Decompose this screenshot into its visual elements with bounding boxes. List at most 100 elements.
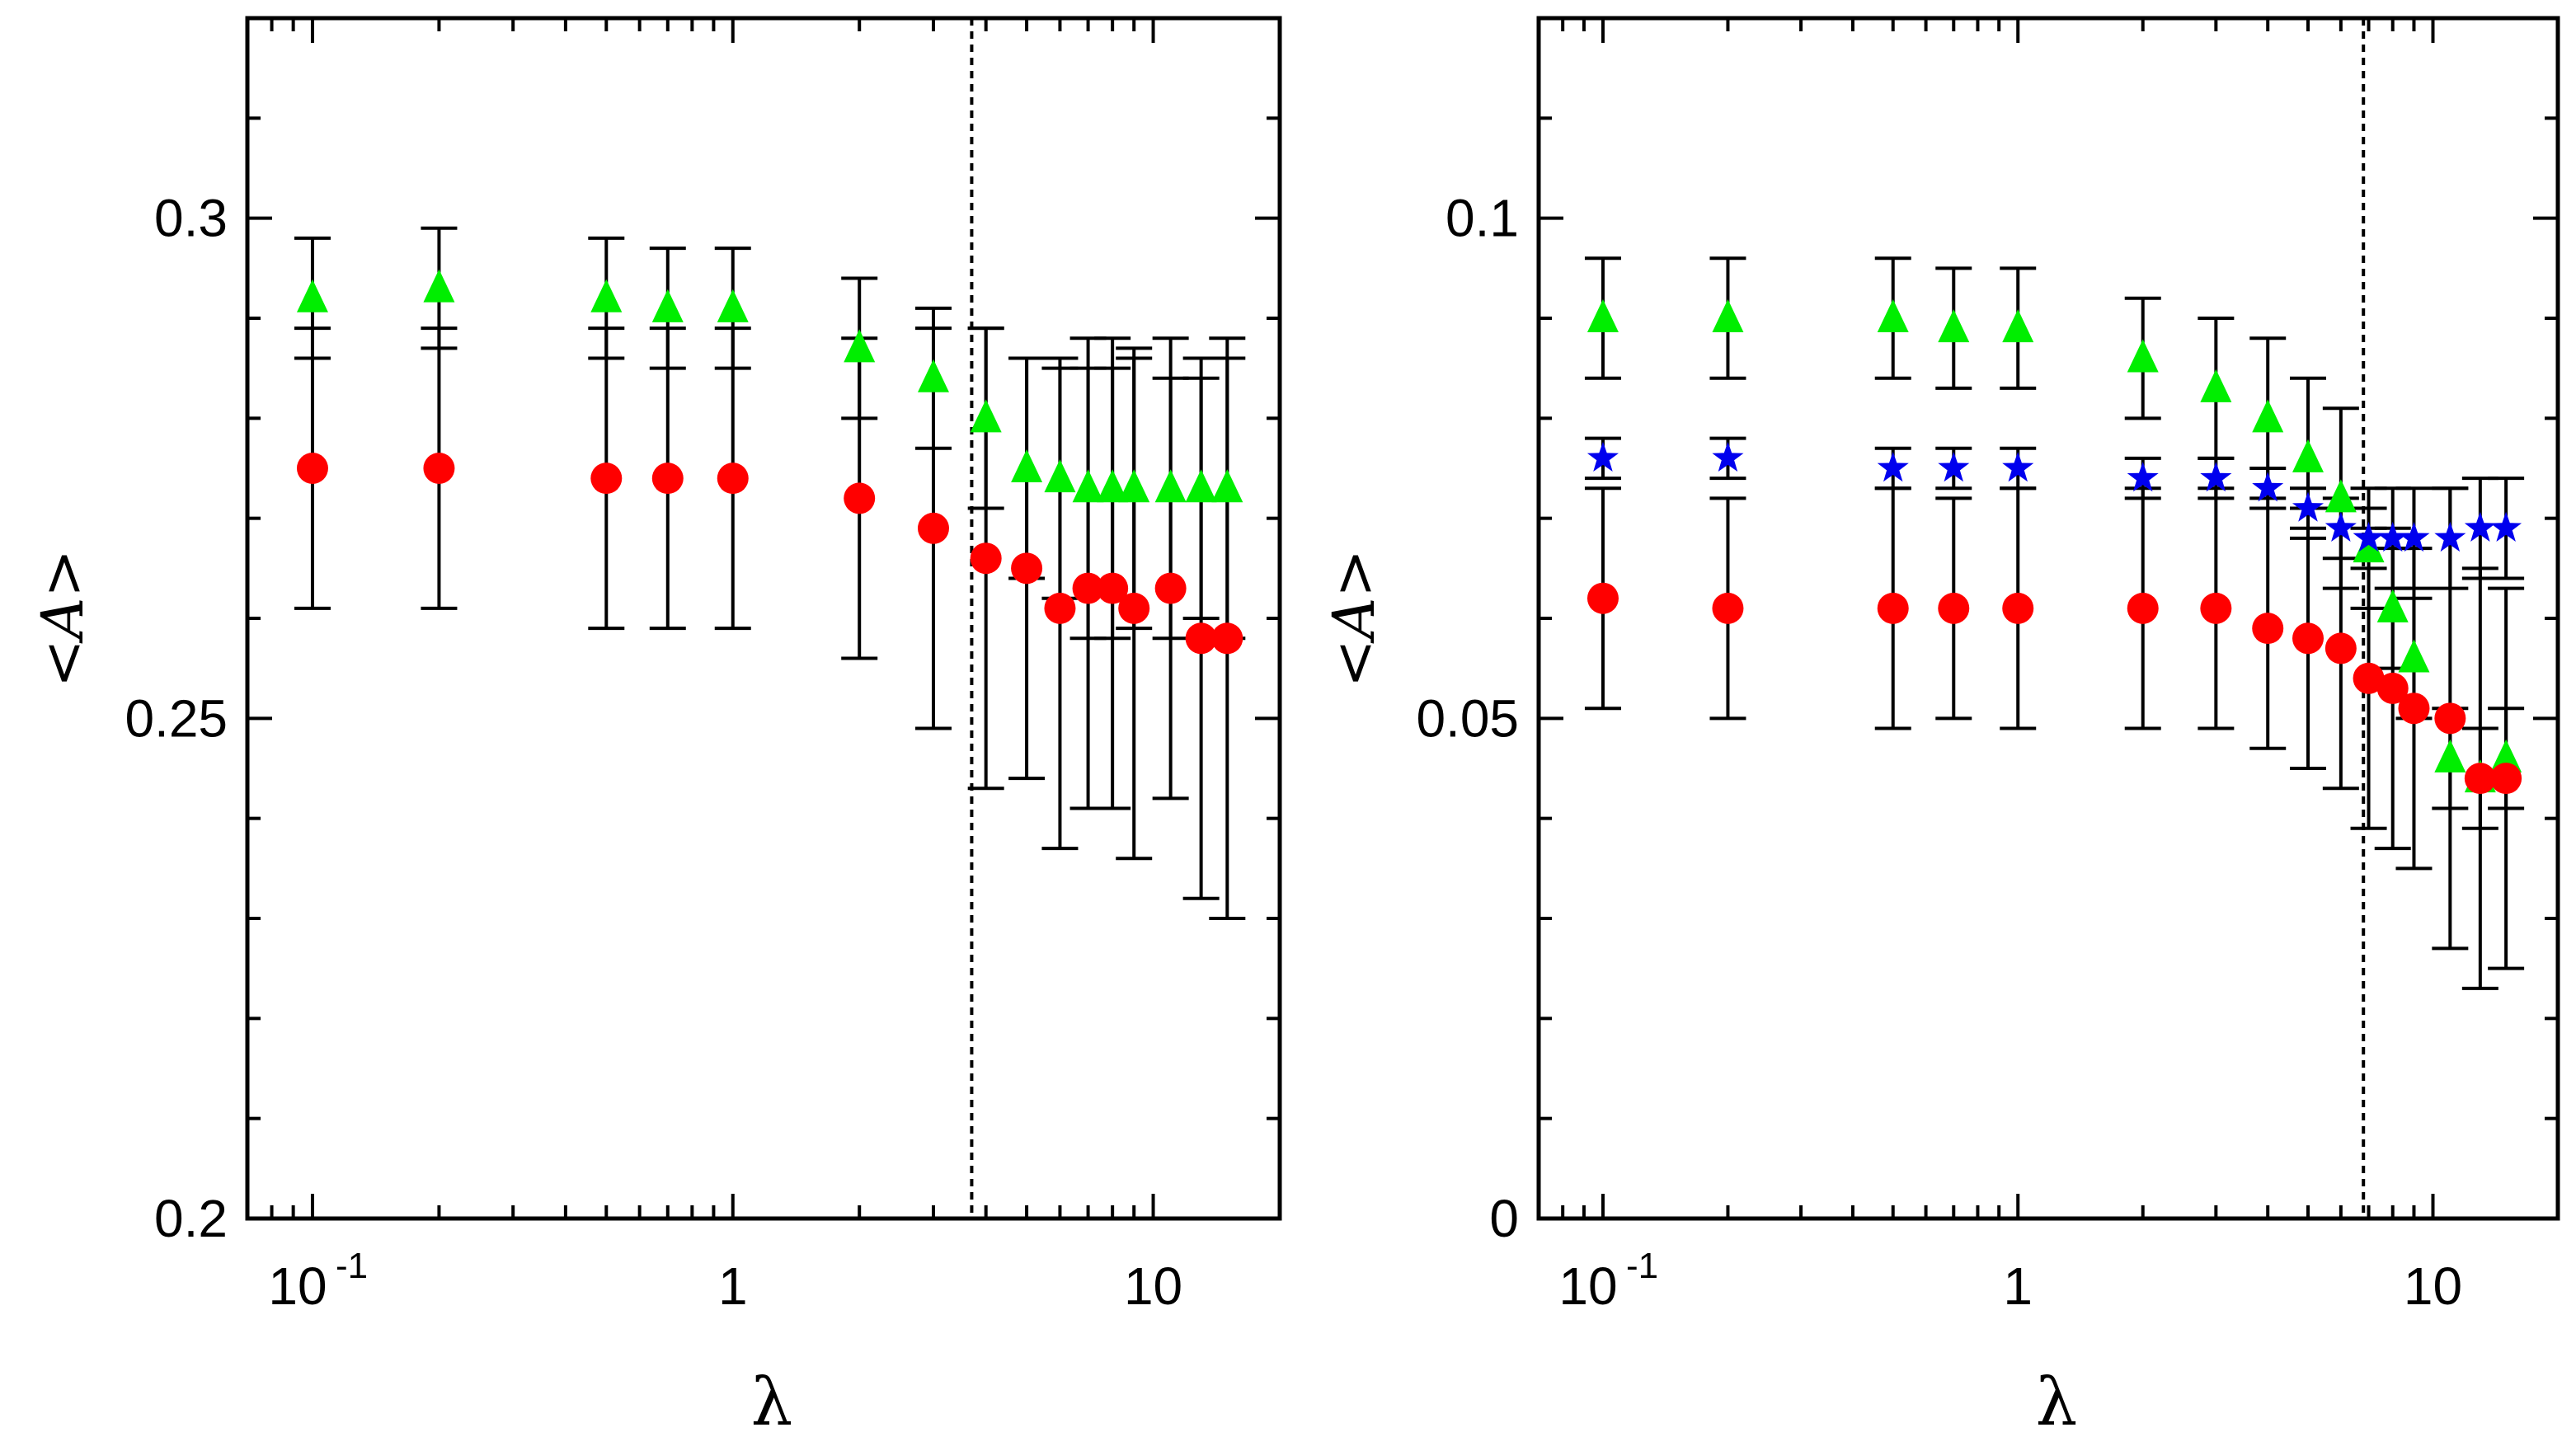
data-point-star — [2434, 521, 2466, 552]
data-point-triangle — [1154, 469, 1187, 503]
x-tick-label: 10 — [1124, 1256, 1182, 1316]
data-point-triangle — [2127, 339, 2159, 373]
data-point-circle — [1154, 572, 1187, 604]
data-point-star — [2490, 511, 2522, 542]
data-point-triangle — [1938, 309, 1970, 343]
data-point-star — [2252, 472, 2284, 502]
y-tick-label: 0.05 — [1416, 688, 1519, 748]
data-point-circle — [590, 463, 623, 495]
data-point-triangle — [2200, 369, 2232, 402]
markers-red-circles — [296, 453, 1243, 655]
data-point-triangle — [917, 359, 949, 392]
data-point-triangle — [1118, 469, 1150, 503]
y-tick-label: 0.2 — [154, 1189, 228, 1248]
data-point-circle — [423, 453, 455, 484]
data-point-circle — [1586, 582, 1619, 614]
data-point-circle — [1938, 592, 1970, 624]
data-point-star — [2376, 521, 2409, 552]
y-tick-label: 0.3 — [154, 189, 228, 248]
data-point-triangle — [1044, 459, 1076, 493]
markers-blue-stars — [1586, 441, 2522, 552]
data-point-triangle — [296, 279, 328, 312]
chart-panel-right: 00.050.110 -1 1 10λ<A> — [1320, 16, 2560, 1440]
y-tick-label: 0 — [1489, 1189, 1519, 1248]
markers-green-triangles — [296, 269, 1243, 503]
data-point-triangle — [1072, 469, 1104, 503]
data-point-circle — [1097, 572, 1129, 604]
data-point-circle — [2127, 592, 2159, 624]
data-point-star — [1938, 452, 1970, 482]
data-point-circle — [2325, 632, 2357, 664]
data-point-star — [1712, 441, 1744, 472]
data-point-circle — [2353, 662, 2385, 694]
data-point-circle — [1185, 622, 1217, 655]
data-point-circle — [651, 463, 684, 495]
data-point-triangle — [1586, 299, 1619, 332]
data-point-triangle — [1097, 469, 1129, 503]
data-point-circle — [1044, 592, 1076, 624]
data-point-triangle — [1877, 299, 1909, 332]
data-point-circle — [917, 512, 949, 544]
data-point-star — [2002, 452, 2034, 482]
data-point-circle — [2292, 622, 2325, 655]
data-point-triangle — [2490, 739, 2522, 772]
data-point-circle — [717, 463, 749, 495]
data-point-circle — [2434, 702, 2466, 735]
data-point-triangle — [1011, 449, 1043, 482]
data-point-star — [2200, 462, 2232, 492]
data-point-triangle — [2252, 399, 2284, 433]
x-tick-label: 1 — [2003, 1256, 2033, 1316]
x-tick-label: 10 — [1558, 1256, 1617, 1316]
data-point-circle — [2490, 763, 2522, 795]
data-point-circle — [2376, 672, 2409, 704]
data-point-circle — [2002, 592, 2034, 624]
data-point-triangle — [590, 279, 623, 312]
data-point-triangle — [651, 289, 684, 322]
data-point-triangle — [2434, 739, 2466, 772]
data-point-triangle — [2325, 479, 2357, 513]
data-point-star — [2398, 521, 2430, 552]
y-axis-label: <A> — [29, 549, 96, 688]
data-point-triangle — [1211, 469, 1243, 503]
data-point-triangle — [970, 399, 1002, 433]
data-point-star — [2292, 491, 2324, 522]
data-point-star — [2127, 462, 2159, 492]
data-point-circle — [296, 453, 328, 484]
data-point-star — [2464, 511, 2496, 542]
x-axis-label: λ — [751, 1364, 793, 1440]
x-axis-label: λ — [2036, 1364, 2078, 1440]
data-point-triangle — [2376, 589, 2409, 622]
data-point-star — [2325, 511, 2357, 542]
data-point-triangle — [2398, 639, 2430, 673]
y-tick-label: 0.25 — [125, 688, 228, 748]
chart-panel-left: 0.20.250.310 -1 1 10λ<A> — [29, 16, 1282, 1440]
data-point-circle — [1211, 622, 1243, 655]
data-point-circle — [2464, 763, 2496, 795]
data-point-triangle — [423, 269, 455, 303]
data-point-circle — [2200, 592, 2232, 624]
data-point-circle — [1072, 572, 1104, 604]
x-tick-exponent: -1 — [1626, 1246, 1658, 1286]
y-tick-label: 0.1 — [1445, 189, 1519, 248]
data-point-circle — [1011, 552, 1043, 585]
data-point-star — [1586, 441, 1619, 472]
data-point-circle — [970, 542, 1002, 575]
data-point-circle — [1712, 592, 1744, 624]
x-tick-label: 10 — [268, 1256, 327, 1316]
x-tick-label: 1 — [718, 1256, 748, 1316]
data-point-star — [2353, 521, 2385, 552]
data-point-circle — [2398, 693, 2430, 725]
data-point-triangle — [844, 329, 876, 363]
markers-red-circles — [1586, 582, 2522, 795]
data-point-triangle — [2292, 439, 2325, 472]
data-point-triangle — [2353, 529, 2385, 563]
data-point-star — [1877, 452, 1909, 482]
data-point-circle — [1877, 592, 1909, 624]
x-tick-label: 10 — [2404, 1256, 2462, 1316]
data-point-triangle — [1185, 469, 1217, 503]
x-tick-exponent: -1 — [336, 1246, 368, 1286]
data-point-triangle — [1712, 299, 1744, 332]
data-point-triangle — [2002, 309, 2034, 343]
